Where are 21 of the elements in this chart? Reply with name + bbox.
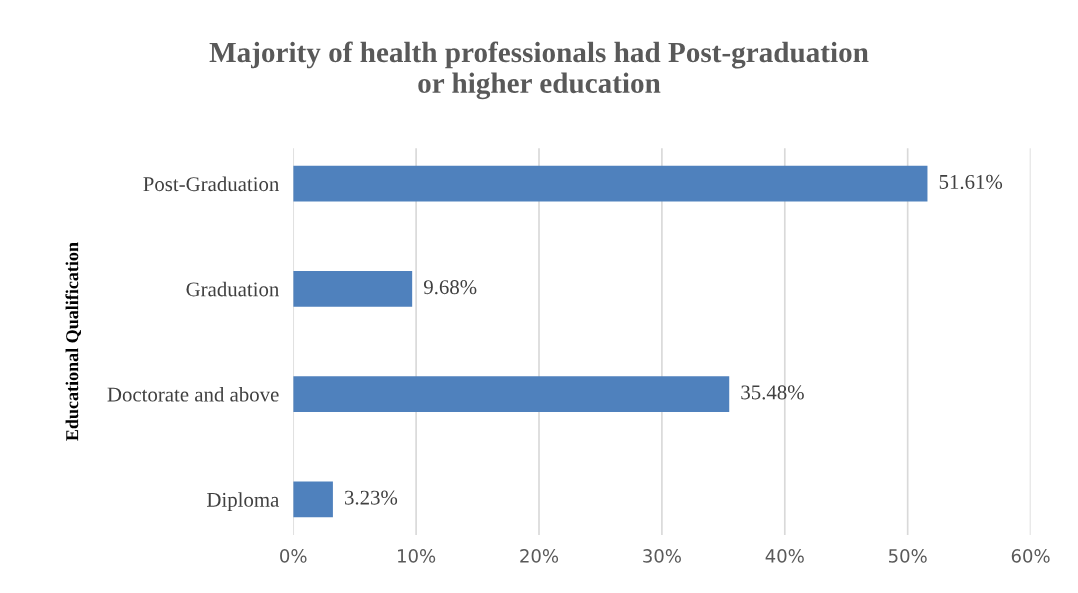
x-tick-label: 60% xyxy=(1011,549,1050,563)
data-label: 35.48% xyxy=(741,385,804,400)
chart-title: Majority of health professionals had Post-graduation or higher education xyxy=(209,41,869,100)
x-tick-label: 30% xyxy=(643,549,681,563)
data-label: 3.23% xyxy=(345,490,398,505)
bar xyxy=(293,271,413,307)
x-tick-label: 50% xyxy=(889,549,927,563)
data-label: 9.68% xyxy=(423,280,477,295)
bar xyxy=(293,376,730,413)
bar xyxy=(293,481,333,518)
y-tick-label: Diploma xyxy=(207,492,280,512)
y-tick-label: Post-Graduation xyxy=(143,176,280,192)
bar xyxy=(293,165,928,202)
x-tick-label: 0% xyxy=(280,549,307,563)
y-tick-label: Graduation xyxy=(186,281,280,297)
data-label: 51.61% xyxy=(939,174,1003,190)
y-axis-title: Educational Qualification xyxy=(65,242,82,441)
x-tick-label: 20% xyxy=(520,549,559,563)
x-tick-label: 10% xyxy=(398,549,436,563)
y-tick-label: Doctorate and above xyxy=(107,386,279,402)
x-tick-label: 40% xyxy=(765,549,804,563)
